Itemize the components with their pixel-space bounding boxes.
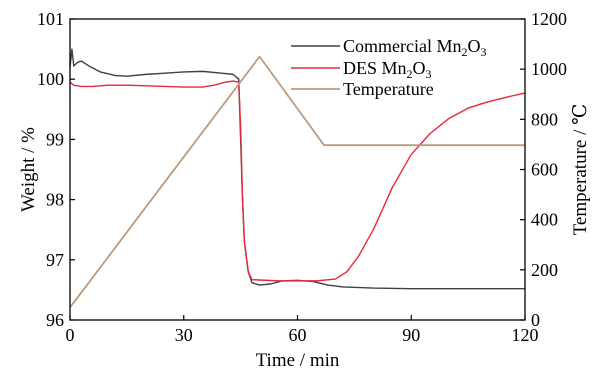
y-right-tick-label: 200 (531, 260, 558, 280)
y-right-tick-label: 1000 (531, 59, 567, 79)
y-left-tick-label: 98 (46, 190, 64, 210)
x-tick-label: 120 (512, 325, 539, 345)
series-line-1 (69, 80, 526, 282)
x-tick-label: 90 (402, 325, 420, 345)
legend-label-2: Temperature (343, 79, 434, 99)
y-left-tick-label: 99 (46, 129, 64, 149)
y-right-tick-label: 400 (531, 210, 558, 230)
x-tick-label: 0 (66, 325, 75, 345)
y-right-axis-title: Temperature / ℃ (570, 104, 591, 236)
series-layer (69, 48, 526, 309)
y-left-tick-label: 97 (46, 250, 64, 270)
plot-frame (69, 18, 526, 321)
y-left-tick-label: 101 (37, 9, 64, 29)
series-line-2 (69, 55, 525, 309)
y-left-tick-label: 96 (46, 310, 64, 330)
legend-label-1: DES Mn2O3 (343, 58, 432, 81)
y-left-axis-title: Weight / % (18, 127, 39, 212)
x-tick-label: 30 (175, 325, 193, 345)
y-left-tick-label: 100 (37, 69, 64, 89)
x-tick-label: 60 (289, 325, 307, 345)
y-right-tick-label: 1200 (531, 9, 567, 29)
legend-label-0: Commercial Mn2O3 (343, 36, 486, 59)
x-axis-title: Time / min (256, 350, 340, 371)
y-right-tick-label: 600 (531, 160, 558, 180)
y-right-tick-label: 0 (531, 310, 540, 330)
axes-layer: 0 30 60 90 120 96 97 98 99 100 101 0 200 400 600 800 100… (18, 9, 591, 371)
y-right-tick-label: 800 (531, 109, 558, 129)
